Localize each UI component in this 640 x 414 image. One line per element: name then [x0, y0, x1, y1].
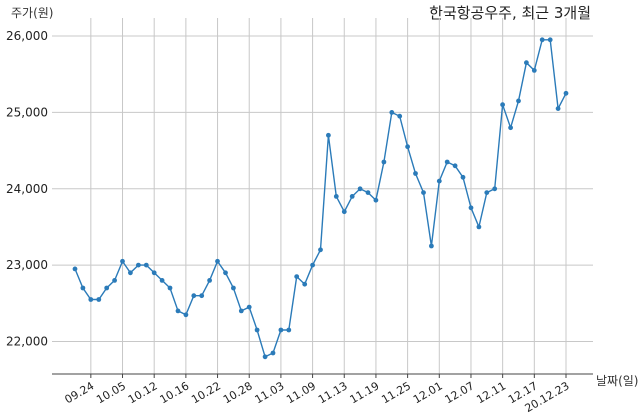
y-tick-label: 24,000: [6, 182, 48, 196]
data-point: [508, 125, 513, 131]
x-tick-label: 11.13: [316, 379, 350, 406]
data-point: [476, 224, 482, 230]
data-point: [246, 304, 252, 310]
data-point: [207, 278, 213, 283]
x-tick-label: 11.09: [284, 379, 318, 406]
x-tick-label: 10.22: [189, 379, 223, 406]
y-tick-label: 25,000: [6, 105, 48, 119]
data-point: [539, 37, 545, 43]
x-tick-label: 12.01: [411, 379, 445, 406]
data-point: [318, 247, 323, 253]
data-point: [484, 190, 490, 196]
data-point: [167, 285, 173, 291]
data-point: [175, 308, 181, 314]
data-point: [199, 293, 205, 299]
data-point: [468, 205, 474, 211]
x-tick-label: 10.16: [158, 379, 192, 406]
data-point: [547, 37, 553, 43]
data-point: [191, 293, 197, 299]
data-point: [278, 327, 284, 333]
data-point: [373, 197, 379, 203]
data-point: [413, 171, 418, 176]
x-tick-label: 10.05: [94, 379, 128, 406]
data-point: [183, 312, 189, 318]
y-tick-label: 22,000: [6, 335, 48, 349]
data-point: [120, 258, 125, 264]
data-point: [531, 68, 537, 73]
data-point: [262, 354, 268, 360]
data-point: [143, 262, 149, 268]
x-ticks: 09.2410.0510.1210.1610.2210.2811.0311.09…: [63, 374, 572, 414]
data-point: [349, 194, 355, 199]
y-axis-label: 주가(원): [11, 6, 53, 20]
data-point: [294, 274, 300, 279]
data-point: [286, 327, 292, 333]
x-tick-label: 09.24: [63, 379, 97, 406]
x-axis-label: 날짜(일): [596, 374, 638, 388]
x-tick-label: 12.11: [474, 379, 508, 406]
x-tick-label: 11.03: [253, 379, 287, 406]
price-series-line: [74, 39, 567, 358]
data-point: [80, 285, 86, 291]
data-point: [136, 262, 141, 268]
data-point: [270, 350, 276, 356]
data-point: [231, 285, 236, 291]
data-point: [452, 163, 458, 169]
x-tick-label: 11.25: [379, 379, 413, 406]
data-point: [365, 190, 371, 196]
data-point: [72, 266, 78, 272]
data-point: [88, 297, 94, 302]
x-tick-label: 10.12: [126, 379, 160, 406]
x-tick-label: 10.28: [221, 379, 255, 406]
data-point: [302, 281, 308, 287]
data-point: [381, 159, 387, 165]
data-point: [333, 194, 339, 199]
data-point: [341, 209, 347, 215]
data-point: [112, 278, 117, 283]
data-point: [357, 186, 363, 192]
data-point: [397, 113, 403, 119]
data-point: [326, 132, 331, 138]
data-point: [524, 60, 529, 66]
data-point: [563, 90, 569, 96]
data-point: [310, 262, 315, 268]
data-points: [72, 37, 569, 360]
data-point: [500, 102, 505, 108]
data-point: [238, 308, 244, 314]
data-point: [96, 297, 102, 302]
data-point: [555, 106, 561, 111]
data-point: [215, 258, 220, 264]
data-point: [389, 110, 395, 115]
data-point: [254, 327, 260, 333]
data-point: [159, 278, 165, 283]
y-tick-label: 23,000: [6, 258, 48, 272]
data-point: [104, 285, 110, 291]
x-tick-label: 11.19: [348, 379, 382, 406]
data-point: [223, 270, 228, 276]
data-point: [151, 270, 157, 276]
chart-title: 한국항공우주, 최근 3개월: [429, 4, 591, 22]
data-point: [492, 186, 498, 192]
data-point: [516, 98, 521, 104]
data-point: [421, 190, 426, 196]
data-point: [127, 270, 133, 276]
data-point: [436, 178, 442, 184]
grid: [52, 18, 593, 374]
data-point: [405, 144, 410, 150]
x-tick-label: 12.07: [443, 379, 477, 406]
data-point: [460, 174, 466, 180]
data-point: [444, 159, 450, 165]
y-tick-label: 26,000: [6, 29, 48, 43]
data-point: [429, 243, 434, 249]
y-ticks: 22,000 23,000 24,000 25,000 26,000: [6, 29, 48, 349]
